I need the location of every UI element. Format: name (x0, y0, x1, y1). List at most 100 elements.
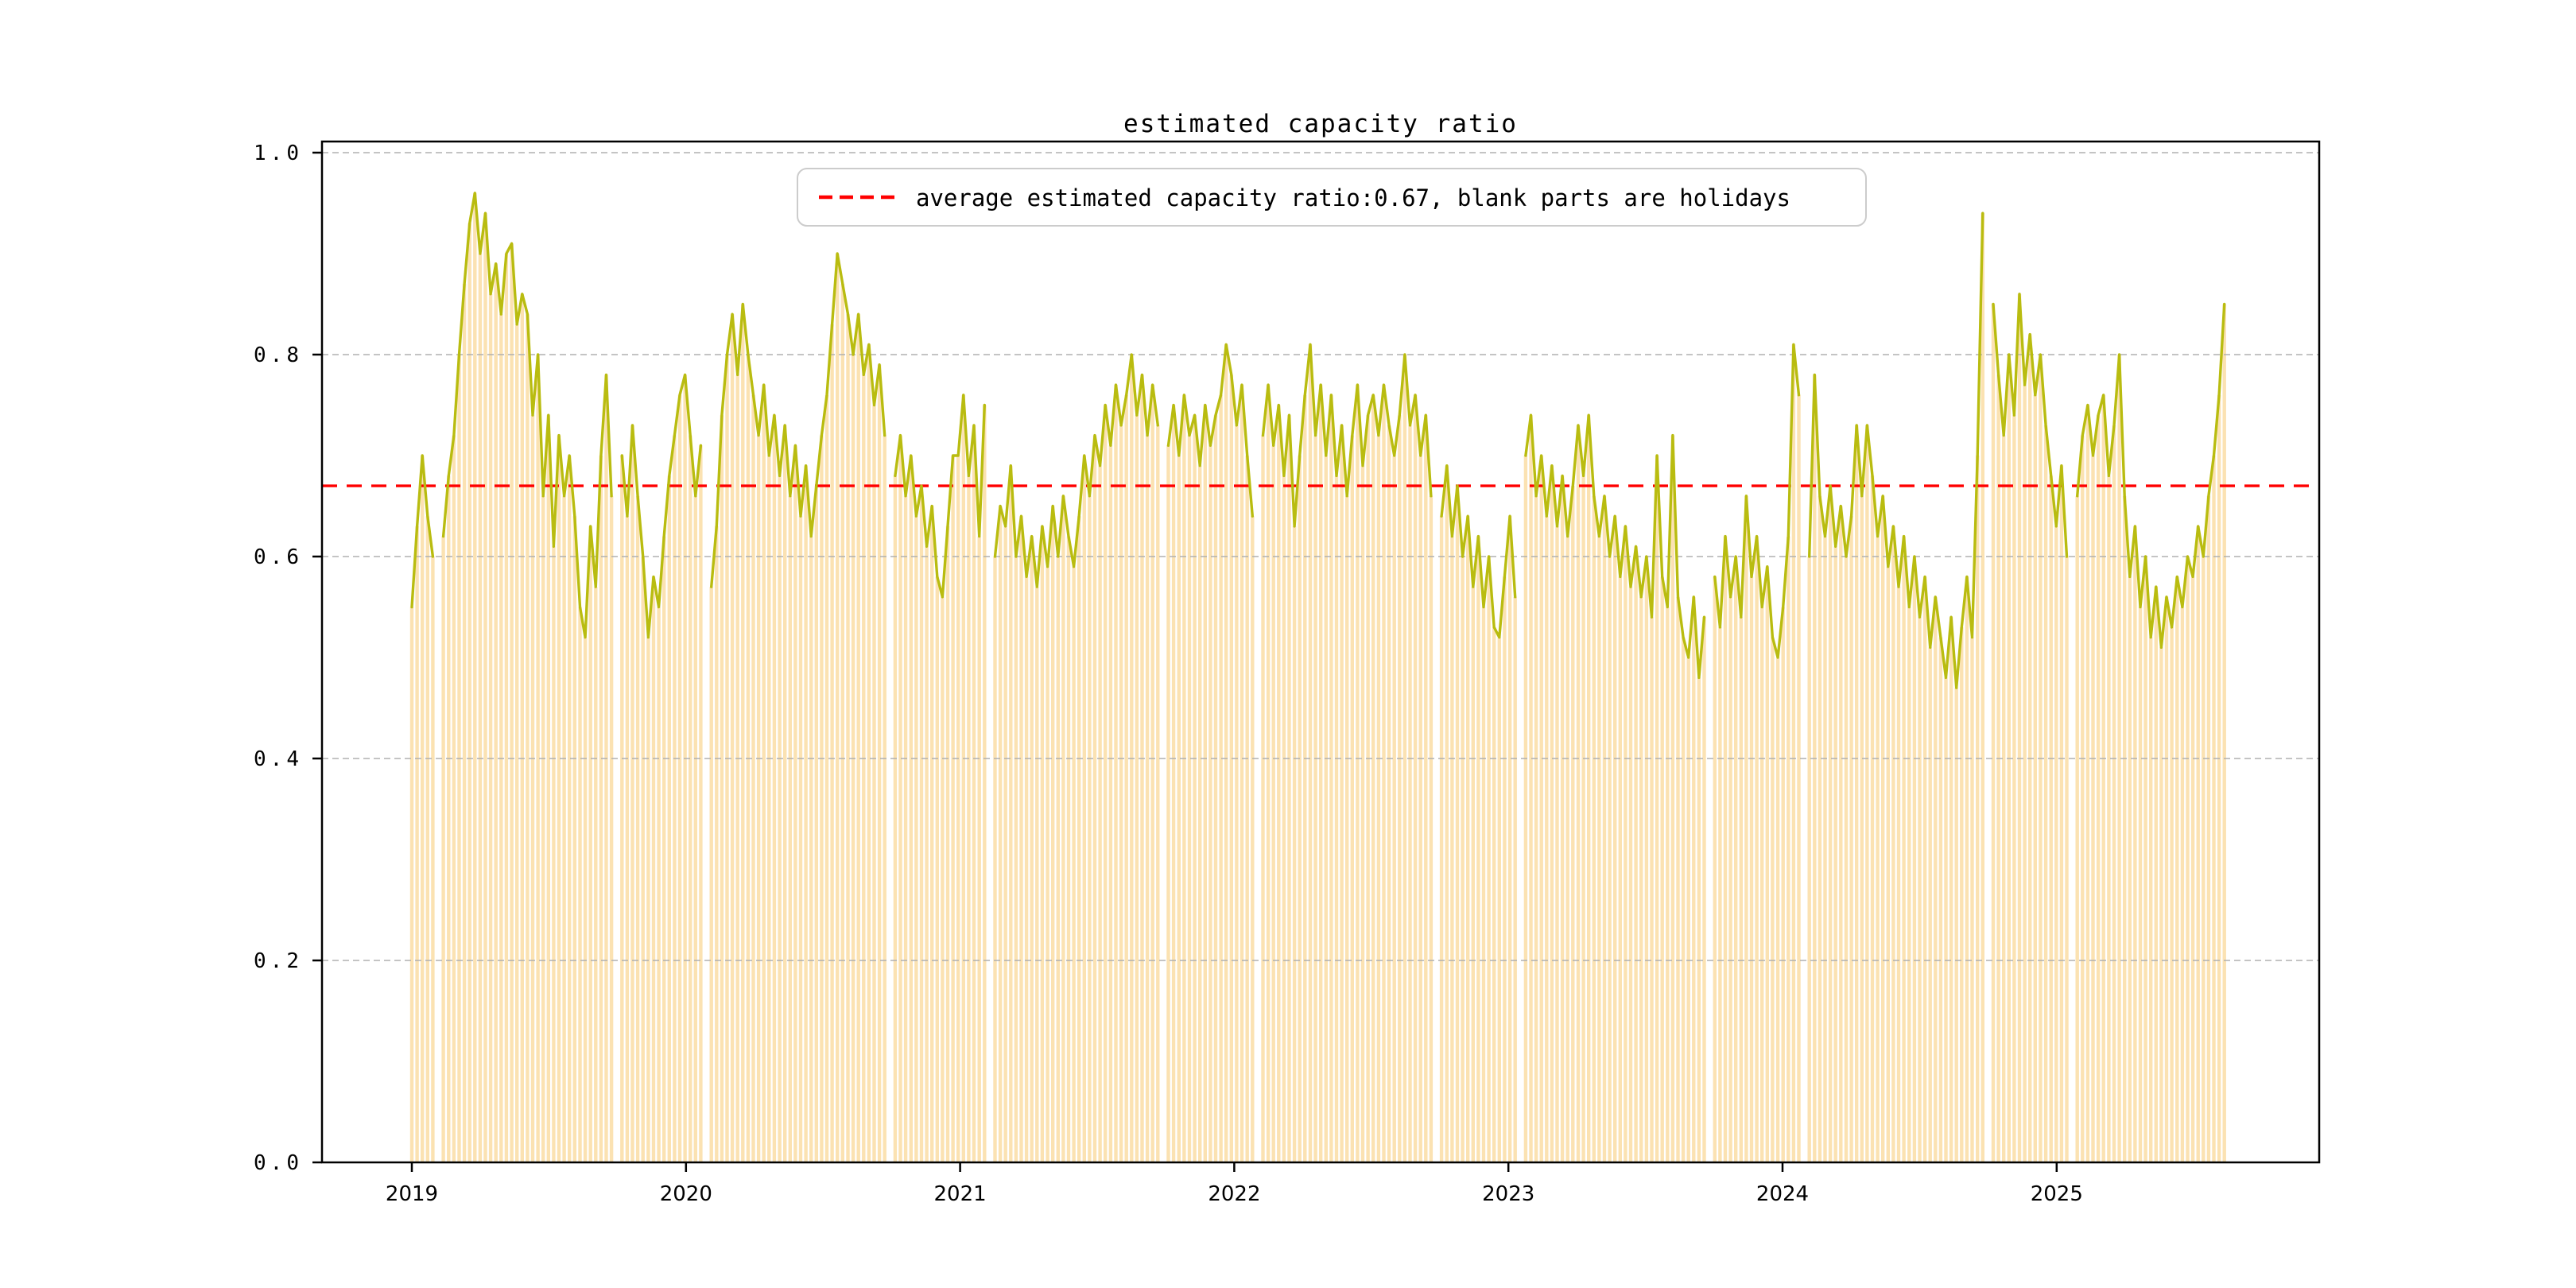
day-bar (677, 394, 682, 1162)
day-bar (1439, 516, 1444, 1162)
day-bar (941, 596, 945, 1162)
day-bar (840, 284, 844, 1162)
day-bar (1003, 526, 1007, 1162)
day-bar (1471, 587, 1475, 1162)
day-bar (1340, 425, 1344, 1162)
day-bar (2065, 557, 2069, 1162)
day-bar (699, 445, 703, 1162)
day-bar (1876, 536, 1880, 1162)
day-bar (1313, 435, 1317, 1162)
y-tick-label-0.4: 0.4 (254, 747, 303, 771)
day-bar (1628, 587, 1633, 1162)
day-bar (809, 536, 813, 1162)
day-bar (2043, 425, 2048, 1162)
day-bar (1644, 557, 1649, 1162)
day-bar (1098, 465, 1102, 1162)
day-bar (552, 546, 556, 1162)
day-bar (1387, 425, 1391, 1162)
day-bar (1156, 425, 1160, 1162)
day-bar (919, 486, 924, 1162)
legend[interactable]: average estimated capacity ratio:0.67, b… (797, 168, 1867, 227)
x-tick-label-2022: 2022 (1208, 1182, 1260, 1206)
day-bar (630, 425, 634, 1162)
day-bar (1991, 304, 1996, 1162)
day-bar (1371, 394, 1375, 1162)
day-bar (1104, 405, 1108, 1162)
day-bar (856, 314, 860, 1162)
day-bar (1912, 557, 1917, 1162)
data-line-layer (410, 192, 2226, 689)
day-bar (536, 355, 540, 1162)
day-bar (1881, 495, 1885, 1162)
day-bar (1219, 394, 1223, 1162)
day-bar (441, 536, 445, 1162)
day-bar (1308, 344, 1313, 1162)
day-bar (541, 495, 545, 1162)
day-bar (883, 435, 886, 1162)
day-bar (1287, 415, 1291, 1162)
day-bar (467, 223, 471, 1162)
day-bar (1051, 506, 1055, 1162)
day-bar (1476, 536, 1480, 1162)
day-bar (1597, 536, 1601, 1162)
day-bar (977, 536, 981, 1162)
day-bar (2217, 394, 2221, 1162)
y-tick-label-0.2: 0.2 (254, 949, 303, 973)
day-bar (1760, 607, 1764, 1162)
day-bar (2054, 526, 2058, 1162)
day-bar (1092, 435, 1097, 1162)
day-bar (751, 394, 755, 1162)
x-tick-label-2020: 2020 (660, 1182, 712, 1206)
day-bar (594, 587, 598, 1162)
day-bar (762, 385, 766, 1162)
day-bar (1581, 475, 1585, 1162)
day-bar (462, 284, 467, 1162)
day-bar (1150, 385, 1154, 1162)
day-bar (1922, 576, 1927, 1162)
day-bar (1266, 385, 1271, 1162)
day-bar (1124, 394, 1128, 1162)
day-bar (735, 374, 739, 1162)
y-tick-label-1.0: 1.0 (254, 142, 303, 165)
day-bar (772, 415, 777, 1162)
day-bar (1292, 526, 1297, 1162)
day-bar (814, 486, 818, 1162)
x-tick-label-2023: 2023 (1482, 1182, 1534, 1206)
day-bar (1019, 516, 1023, 1162)
day-bar (1592, 495, 1596, 1162)
day-bar (1224, 344, 1228, 1162)
x-tick-label-2021: 2021 (934, 1182, 987, 1206)
day-bar (2123, 495, 2127, 1162)
day-bar (1771, 637, 1775, 1162)
day-bar (1182, 394, 1186, 1162)
day-bar (804, 465, 808, 1162)
day-bar (1193, 415, 1197, 1162)
day-bar (662, 536, 666, 1162)
day-bar (824, 394, 829, 1162)
day-bar (1833, 546, 1837, 1162)
day-bar (515, 324, 519, 1162)
day-bar (1555, 526, 1559, 1162)
day-bar (836, 254, 840, 1162)
day-bar (683, 374, 687, 1162)
day-bar (1271, 445, 1275, 1162)
day-bar (1056, 557, 1060, 1162)
day-bar (1177, 456, 1181, 1162)
day-bar (1450, 536, 1454, 1162)
day-bar (1723, 536, 1728, 1162)
day-bar (1198, 465, 1202, 1162)
day-bar (1944, 677, 1948, 1162)
day-bar (1166, 445, 1170, 1162)
day-bar (1775, 658, 1780, 1162)
day-bar (783, 425, 787, 1162)
day-bar (1718, 627, 1722, 1162)
day-bar (1954, 688, 1958, 1162)
day-bar (967, 475, 971, 1162)
day-bar (1608, 557, 1612, 1162)
legend-label: average estimated capacity ratio:0.67, b… (916, 184, 1790, 211)
day-bar (546, 415, 550, 1162)
day-bar (715, 526, 719, 1162)
day-bar (689, 435, 692, 1162)
day-bar (1523, 456, 1528, 1162)
day-bar (1492, 627, 1496, 1162)
